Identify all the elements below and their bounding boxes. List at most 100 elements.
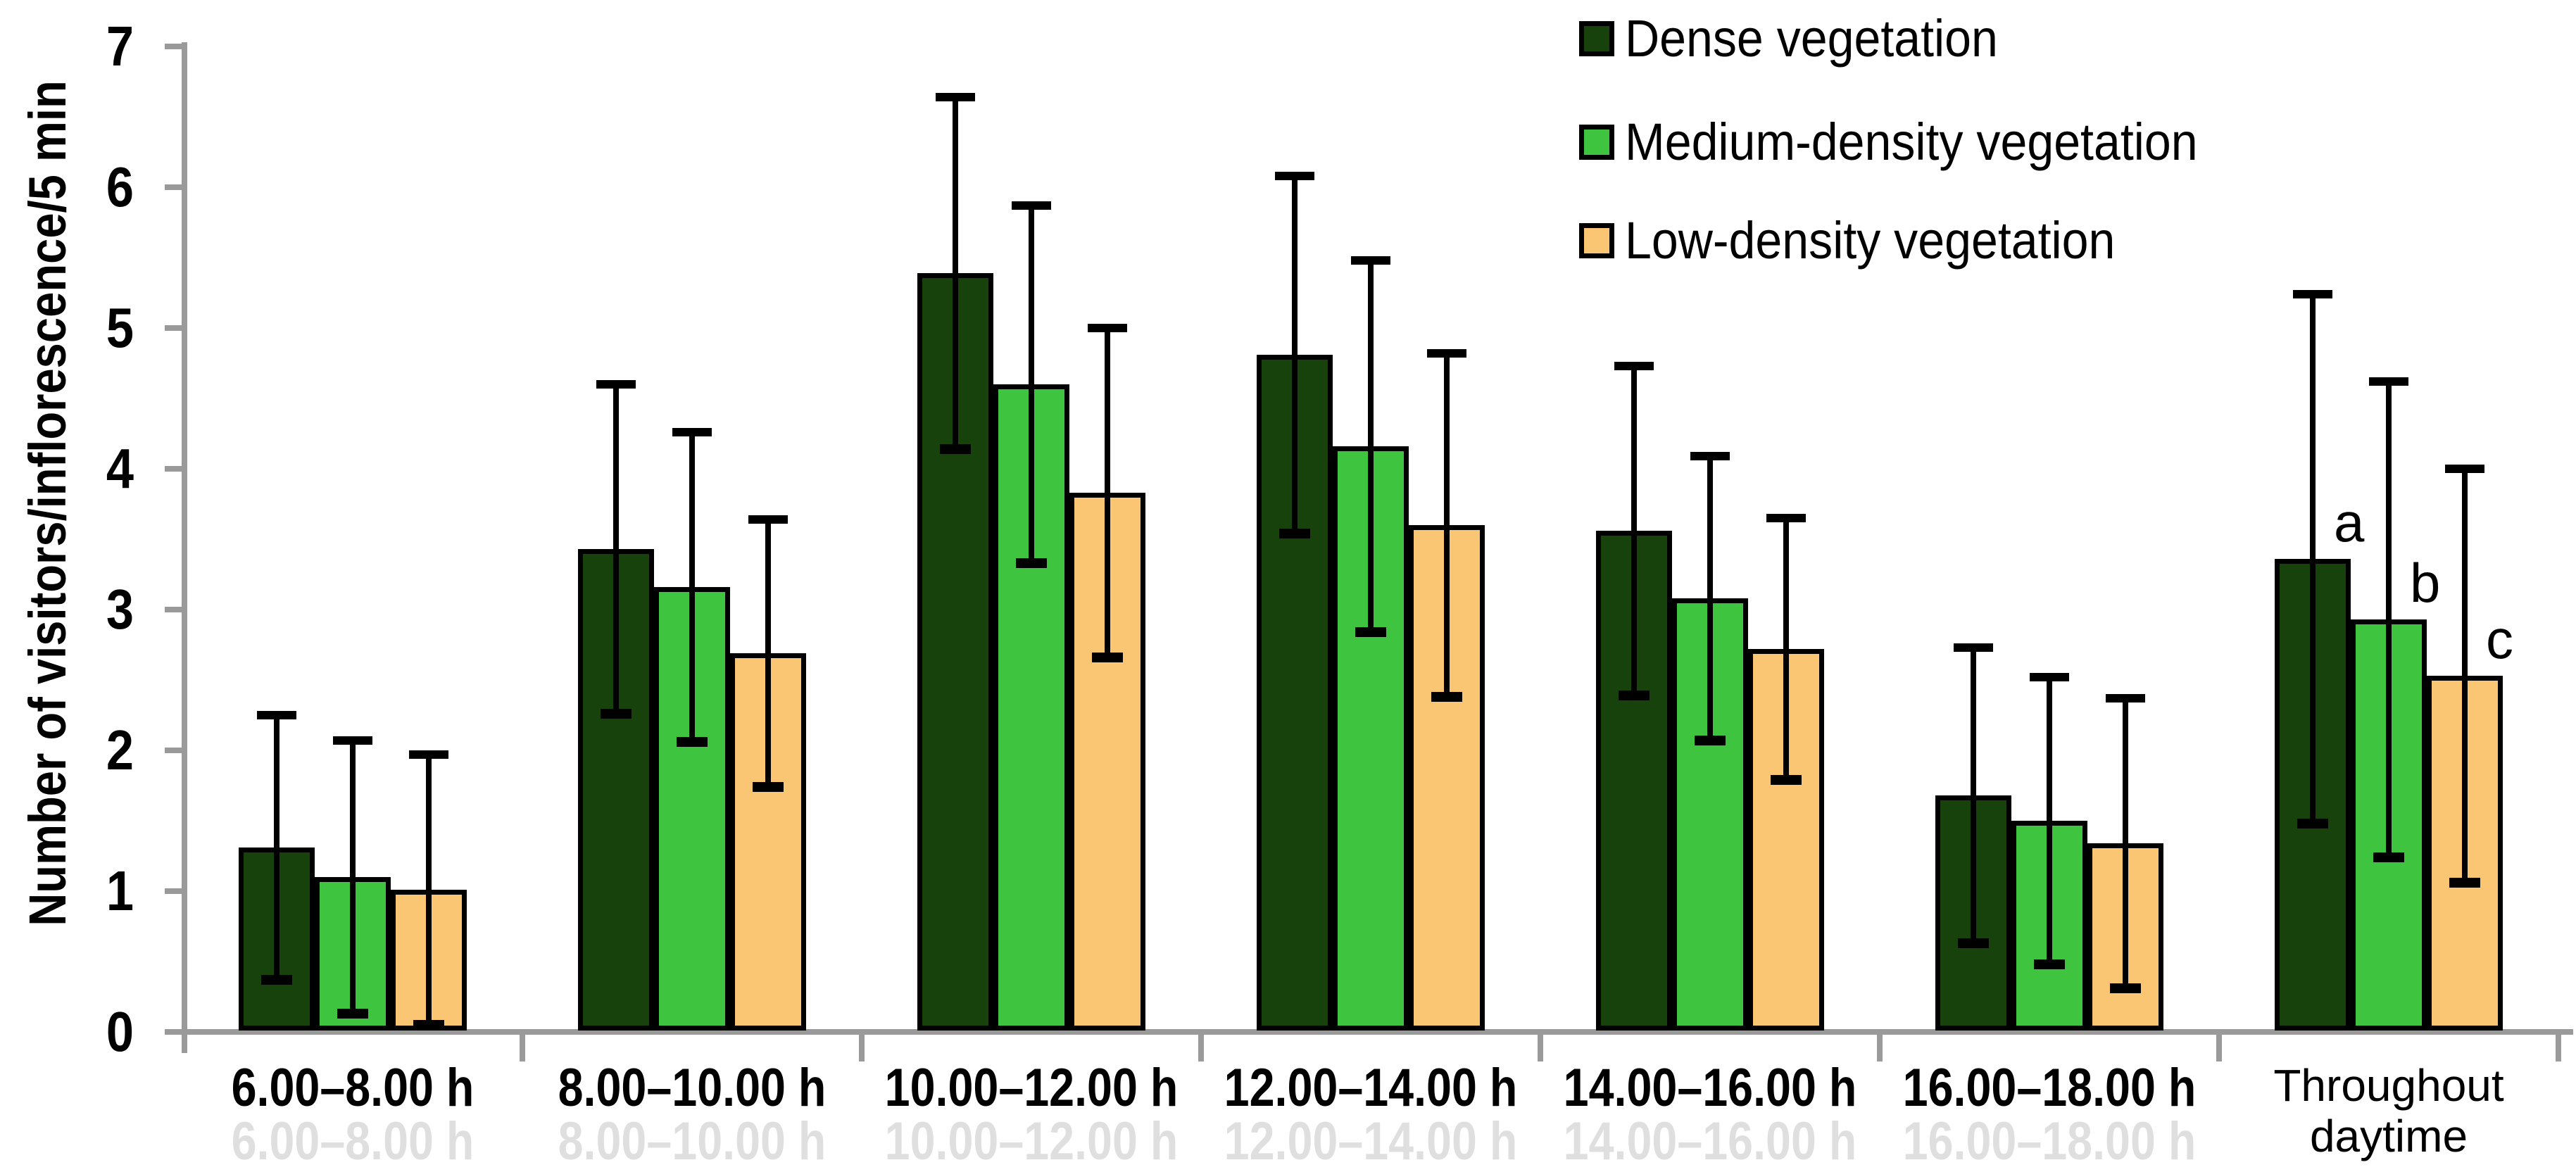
error-bar-cap-lower-dense-group6 xyxy=(1958,938,1989,948)
error-bar-cap-upper-medium-group5 xyxy=(1690,452,1730,460)
x-label-group7-line2: daytime xyxy=(2309,1111,2468,1161)
error-bar-cap-lower-medium-group1 xyxy=(337,1009,368,1019)
error-bar-cap-lower-medium-group5 xyxy=(1695,736,1726,745)
y-tick-label-5: 5 xyxy=(106,296,134,359)
error-bar-cap-lower-dense-group5 xyxy=(1619,691,1650,700)
x-label-ghost-group5: 14.00–16.00 h xyxy=(1563,1111,1857,1171)
x-separator-5 xyxy=(1877,1035,1883,1061)
x-label-group7-line1: Throughout xyxy=(2273,1060,2504,1111)
error-bar-cap-lower-low-group7 xyxy=(2449,878,2480,888)
y-tick-label-2: 2 xyxy=(106,719,134,781)
error-bar-cap-upper-low-group7 xyxy=(2445,465,2484,473)
error-bar-cap-upper-dense-group3 xyxy=(936,93,975,101)
x-separator-1 xyxy=(520,1035,525,1061)
error-bar-line-medium-group5 xyxy=(1707,456,1713,741)
error-bar-cap-upper-dense-group2 xyxy=(596,380,636,389)
legend-swatch-dense-icon xyxy=(1579,21,1614,56)
x-axis-line xyxy=(182,1029,2573,1035)
y-tick-2 xyxy=(165,748,184,753)
x-label-group2: 8.00–10.00 h xyxy=(558,1058,827,1118)
y-tick-7 xyxy=(165,44,184,49)
x-label-group3: 10.00–12.00 h xyxy=(884,1058,1179,1118)
error-bar-cap-upper-low-group5 xyxy=(1766,514,1806,522)
y-tick-label-1: 1 xyxy=(106,859,134,922)
significance-letter-a: a xyxy=(2334,491,2365,553)
significance-letter-b: b xyxy=(2410,552,2441,614)
x-separator-7 xyxy=(2556,1035,2561,1061)
error-bar-cap-lower-medium-group6 xyxy=(2034,959,2065,969)
legend-swatch-low-icon xyxy=(1579,223,1614,258)
error-bar-cap-upper-low-group6 xyxy=(2106,694,2145,702)
error-bar-cap-upper-dense-group5 xyxy=(1614,362,1654,370)
error-bar-line-low-group4 xyxy=(1444,353,1450,697)
error-bar-line-low-group2 xyxy=(765,519,771,787)
x-separator-3 xyxy=(1198,1035,1204,1061)
bar-dense-group2 xyxy=(578,549,654,1031)
error-bar-cap-upper-medium-group2 xyxy=(672,428,712,436)
x-label-group1: 6.00–8.00 h xyxy=(231,1058,475,1118)
error-bar-cap-upper-low-group3 xyxy=(1088,324,1127,332)
error-bar-cap-upper-low-group1 xyxy=(409,750,448,759)
x-label-group7: Throughout daytime xyxy=(2213,1060,2565,1161)
legend-label-medium: Medium-density vegetation xyxy=(1625,113,2198,171)
error-bar-cap-upper-medium-group4 xyxy=(1351,256,1390,265)
legend-label-low: Low-density vegetation xyxy=(1625,211,2116,270)
error-bar-cap-upper-low-group2 xyxy=(748,515,788,524)
y-axis-line xyxy=(182,42,187,1053)
y-tick-label-6: 6 xyxy=(106,156,134,218)
y-tick-3 xyxy=(165,607,184,612)
legend-item-low: Low-density vegetation xyxy=(1579,211,2494,270)
error-bar-line-low-group6 xyxy=(2123,698,2128,988)
error-bar-cap-upper-low-group4 xyxy=(1427,349,1466,358)
x-separator-2 xyxy=(859,1035,865,1061)
error-bar-line-medium-group3 xyxy=(1029,206,1034,563)
error-bar-cap-lower-medium-group7 xyxy=(2373,852,2404,862)
error-bar-line-medium-group1 xyxy=(350,741,356,1014)
error-bar-line-dense-group7 xyxy=(2310,294,2316,824)
error-bar-cap-lower-low-group5 xyxy=(1771,775,1802,785)
error-bar-line-medium-group4 xyxy=(1368,260,1374,632)
error-bar-cap-upper-medium-group6 xyxy=(2030,673,2069,681)
legend: Dense vegetation Medium-density vegetatio… xyxy=(0,0,2576,366)
error-bar-cap-lower-medium-group3 xyxy=(1016,558,1047,568)
error-bar-line-low-group3 xyxy=(1105,328,1110,657)
error-bar-line-dense-group5 xyxy=(1631,366,1637,695)
y-tick-4 xyxy=(165,466,184,472)
error-bar-line-dense-group1 xyxy=(274,715,279,980)
error-bar-cap-upper-dense-group6 xyxy=(1954,643,1993,652)
y-tick-label-0: 0 xyxy=(106,1000,134,1063)
error-bar-cap-upper-medium-group1 xyxy=(333,736,372,745)
x-label-ghost-group4: 12.00–14.00 h xyxy=(1224,1111,1518,1171)
x-label-group6: 16.00–18.00 h xyxy=(1902,1058,2197,1118)
x-label-ghost-group2: 8.00–10.00 h xyxy=(558,1111,827,1171)
error-bar-cap-lower-low-group2 xyxy=(753,782,784,792)
error-bar-cap-lower-low-group3 xyxy=(1092,653,1123,662)
error-bar-line-dense-group4 xyxy=(1292,176,1298,534)
error-bar-cap-lower-medium-group4 xyxy=(1355,627,1386,637)
error-bar-cap-lower-dense-group3 xyxy=(940,444,971,454)
error-bar-cap-upper-dense-group1 xyxy=(257,711,296,719)
legend-swatch-medium-icon xyxy=(1579,125,1614,160)
error-bar-cap-lower-dense-group4 xyxy=(1279,529,1310,538)
y-tick-1 xyxy=(165,888,184,894)
y-tick-label-7: 7 xyxy=(106,15,134,77)
y-tick-6 xyxy=(165,184,184,190)
error-bar-cap-lower-dense-group2 xyxy=(601,709,632,719)
x-label-group5: 14.00–16.00 h xyxy=(1563,1058,1857,1118)
legend-item-dense: Dense vegetation xyxy=(1579,13,2494,65)
x-label-ghost-group1: 6.00–8.00 h xyxy=(231,1111,475,1171)
error-bar-cap-lower-medium-group2 xyxy=(677,737,708,747)
y-tick-label-4: 4 xyxy=(106,437,134,500)
error-bar-cap-upper-dense-group7 xyxy=(2293,290,2332,298)
error-bar-line-dense-group3 xyxy=(953,97,958,449)
y-tick-0 xyxy=(165,1029,184,1035)
error-bar-cap-upper-dense-group4 xyxy=(1275,172,1314,180)
error-bar-cap-lower-dense-group1 xyxy=(261,975,292,985)
x-separator-6 xyxy=(2216,1035,2222,1061)
error-bar-cap-upper-medium-group3 xyxy=(1012,201,1051,210)
significance-letter-c: c xyxy=(2486,608,2513,670)
error-bar-cap-lower-low-group4 xyxy=(1431,692,1462,702)
x-separator-4 xyxy=(1538,1035,1543,1061)
